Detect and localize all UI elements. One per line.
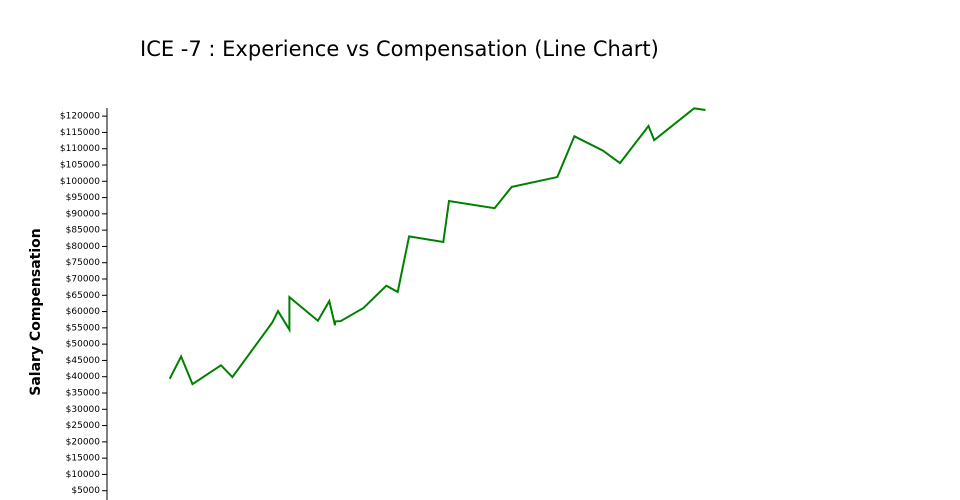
y-tick-label: $110000 [60,144,100,154]
y-tick-label: $15000 [66,454,101,464]
y-tick-label: $45000 [66,356,101,366]
y-tick-label: $90000 [66,209,101,219]
y-tick-label: $50000 [66,340,101,350]
y-tick-label: $105000 [60,161,100,171]
y-tick-label: $115000 [60,128,100,138]
y-tick-label: $25000 [66,421,101,431]
chart-title: ICE -7 : Experience vs Compensation (Lin… [140,37,659,61]
data-line [168,107,706,386]
y-tick-label: $10000 [66,470,101,480]
y-tick-label: $60000 [66,307,101,317]
y-tick-label: $30000 [66,405,101,415]
y-tick-label: $70000 [66,275,101,285]
y-tick-label: $85000 [66,226,101,236]
y-tick-label: $55000 [66,323,101,333]
y-tick-label: $5000 [71,486,100,496]
y-tick-label: $65000 [66,291,101,301]
y-axis-label: Salary Compensation [28,228,44,396]
y-tick-label: $95000 [66,193,101,203]
y-tick-label: $75000 [66,258,101,268]
y-tick-label: $100000 [60,177,100,187]
y-tick-label: $120000 [60,112,100,122]
y-tick-label: $35000 [66,389,101,399]
y-tick-label: $20000 [66,437,101,447]
y-tick-label: $40000 [66,372,101,382]
y-tick-label: $80000 [66,242,101,252]
